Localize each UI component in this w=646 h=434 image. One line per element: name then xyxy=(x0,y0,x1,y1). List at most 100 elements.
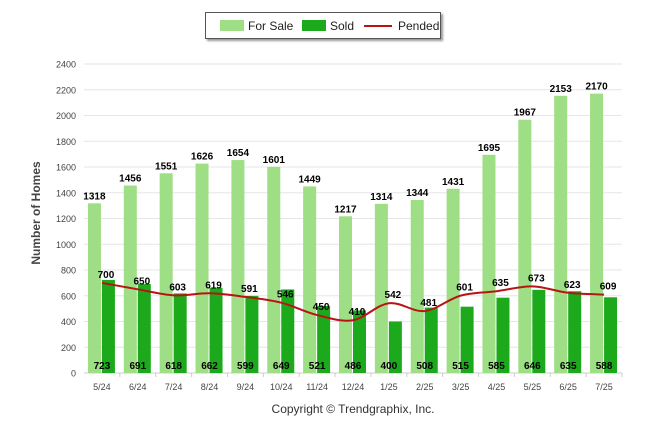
x-tick-label: 1/25 xyxy=(380,382,398,392)
bar-for-sale xyxy=(518,119,532,373)
y-axis-label: Number of Homes xyxy=(29,161,43,265)
label-sold: 400 xyxy=(381,361,398,372)
y-tick-label: 2000 xyxy=(56,111,76,121)
label-pended: 601 xyxy=(456,283,473,294)
label-for-sale: 1967 xyxy=(514,108,537,119)
x-tick-label: 2/25 xyxy=(416,382,434,392)
bar-sold xyxy=(281,289,295,373)
label-sold: 585 xyxy=(488,361,505,372)
bar-for-sale xyxy=(195,163,209,373)
label-pended: 542 xyxy=(385,290,402,301)
label-for-sale: 1344 xyxy=(406,188,429,199)
bar-for-sale xyxy=(303,186,317,373)
bar-for-sale xyxy=(554,95,568,374)
label-sold: 646 xyxy=(524,361,541,372)
label-pended: 591 xyxy=(241,284,258,295)
bar-for-sale xyxy=(410,199,424,373)
label-for-sale: 1601 xyxy=(263,155,286,166)
x-tick-label: 7/25 xyxy=(595,382,613,392)
label-sold: 486 xyxy=(345,361,362,372)
label-sold: 618 xyxy=(165,361,182,372)
bar-for-sale xyxy=(87,203,101,373)
y-tick-label: 200 xyxy=(61,343,76,353)
y-tick-label: 1800 xyxy=(56,137,76,147)
label-for-sale: 1449 xyxy=(299,174,322,185)
bar-sold xyxy=(137,284,151,373)
y-tick-label: 1000 xyxy=(56,240,76,250)
label-pended: 700 xyxy=(98,270,115,281)
copyright: Copyright © Trendgraphix, Inc. xyxy=(271,402,435,416)
bar-for-sale xyxy=(339,216,352,373)
y-tick-label: 0 xyxy=(71,369,76,379)
legend: For Sale Sold Pended xyxy=(205,12,441,39)
label-for-sale: 1654 xyxy=(227,148,250,159)
label-for-sale: 1626 xyxy=(191,152,214,163)
label-sold: 662 xyxy=(201,361,218,372)
label-pended: 410 xyxy=(349,307,366,318)
bar-for-sale xyxy=(231,160,245,373)
legend-swatch-pended xyxy=(364,25,392,27)
label-sold: 515 xyxy=(452,361,469,372)
bar-for-sale xyxy=(159,173,173,373)
label-sold: 599 xyxy=(237,361,254,372)
label-sold: 508 xyxy=(416,361,433,372)
x-tick-label: 5/25 xyxy=(524,382,542,392)
label-sold: 723 xyxy=(94,361,111,372)
x-tick-label: 11/24 xyxy=(306,382,328,392)
label-for-sale: 1217 xyxy=(334,204,357,215)
label-sold: 588 xyxy=(596,361,613,372)
label-sold: 521 xyxy=(309,361,326,372)
label-pended: 609 xyxy=(600,282,617,293)
x-tick-label: 6/25 xyxy=(559,382,577,392)
label-for-sale: 1456 xyxy=(119,174,142,185)
bar-sold xyxy=(245,295,259,373)
bar-sold xyxy=(460,306,474,373)
label-for-sale: 1695 xyxy=(478,143,501,154)
y-axis-ticks: 0 200 400 600 800 1000 1200 1400 1600 1800 2000 220… xyxy=(56,60,76,379)
label-for-sale: 1551 xyxy=(155,161,178,172)
bar-sold xyxy=(209,287,223,373)
label-sold: 635 xyxy=(560,361,577,372)
bar-for-sale xyxy=(267,166,281,373)
bar-sold xyxy=(568,291,582,373)
x-tick-label: 4/25 xyxy=(488,382,506,392)
x-tick-label: 8/24 xyxy=(201,382,219,392)
y-tick-label: 2400 xyxy=(56,60,76,70)
legend-swatch-sold xyxy=(302,20,326,31)
label-pended: 635 xyxy=(492,278,509,289)
label-for-sale: 1431 xyxy=(442,177,465,188)
x-tick-label: 3/25 xyxy=(452,382,470,392)
bar-sold xyxy=(101,279,115,373)
label-pended: 603 xyxy=(169,282,186,293)
label-pended: 546 xyxy=(277,290,294,301)
legend-label-pended: Pended xyxy=(398,19,440,33)
x-axis-ticks: 5/24 6/24 7/24 8/24 9/24 10/24 11/24 12/24 1/25 2… xyxy=(93,373,623,392)
pended-line xyxy=(101,281,605,322)
x-tick-label: 12/24 xyxy=(342,382,365,392)
bar-for-sale xyxy=(446,188,460,373)
bar-sold xyxy=(388,321,402,373)
bar-for-sale xyxy=(482,154,496,373)
bar-sold xyxy=(496,297,510,373)
y-tick-label: 600 xyxy=(61,291,76,301)
label-pended: 673 xyxy=(528,273,545,284)
x-tick-label: 7/24 xyxy=(165,382,183,392)
bar-sold xyxy=(424,307,438,373)
label-pended: 450 xyxy=(313,302,330,313)
x-tick-label: 5/24 xyxy=(93,382,111,392)
label-for-sale: 1318 xyxy=(83,191,106,202)
label-for-sale: 1314 xyxy=(370,192,393,203)
label-for-sale: 2153 xyxy=(550,84,573,95)
y-tick-label: 400 xyxy=(61,317,76,327)
label-pended: 619 xyxy=(205,280,222,291)
label-pended: 623 xyxy=(564,280,581,291)
legend-label-sold: Sold xyxy=(330,19,355,33)
label-sold: 649 xyxy=(273,361,290,372)
bar-sold xyxy=(317,305,331,373)
bar-sold xyxy=(604,297,618,373)
data-labels: 1318 700 723 1456 650 691 1551 603 618 1626 619 662… xyxy=(83,82,617,372)
bar-for-sale xyxy=(374,203,388,373)
label-for-sale: 2170 xyxy=(585,82,608,93)
bar-for-sale xyxy=(590,93,604,374)
